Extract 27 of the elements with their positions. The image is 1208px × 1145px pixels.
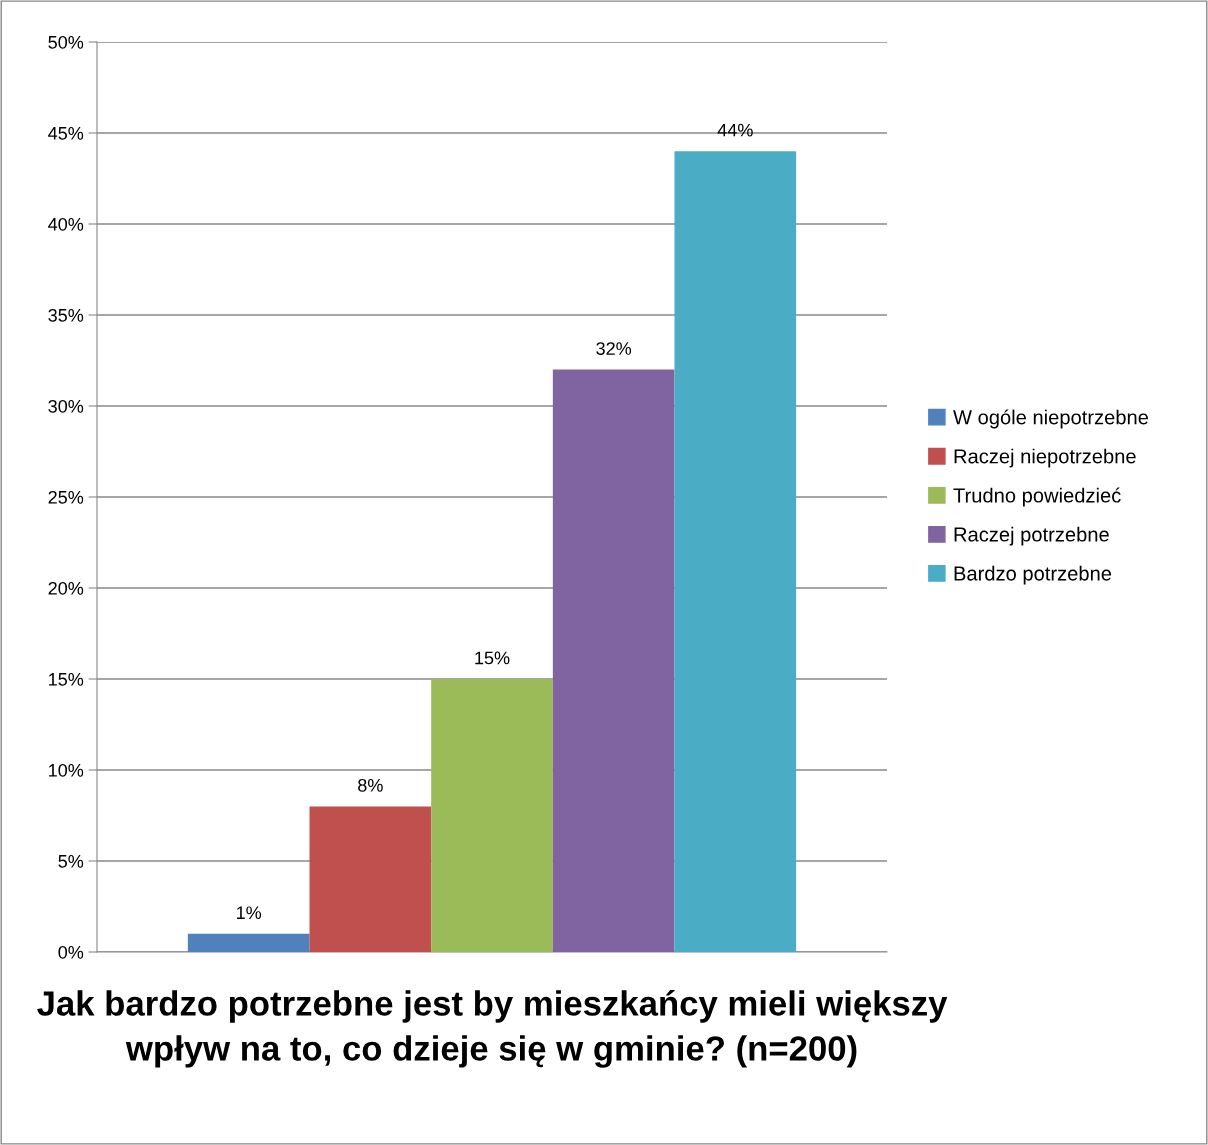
y-tick-label: 50% [48,35,84,49]
bar [674,151,797,952]
data-label: 32% [596,342,632,355]
bar [309,806,432,952]
y-tick-label: 15% [49,673,84,686]
y-tick-label: 20% [48,581,84,595]
text: Jak bardzo potrzebne jest by mieszkańcy mieli większy wpływ na to, co dzieje się w gminie? (n=200) [37,990,948,1068]
legend-label: Bardzo potrzebne [954,565,1112,585]
data-label: 44% [717,123,753,137]
bar [431,679,553,952]
bar [187,933,310,952]
y-tick-label: 35% [48,308,84,322]
data-label: 1% [237,906,262,920]
legend-label: Trudno powiedzieć [953,487,1121,507]
legend-label: W ogóle niepotrzebne [953,409,1149,429]
legend-label: Raczej niepotrzebne [954,448,1136,468]
bar [552,369,675,952]
data-label: 8% [358,778,383,792]
y-tick-label: 0% [58,945,84,959]
y-tick-label: 25% [48,490,84,504]
y-tick-label: 40% [48,217,84,231]
data-label: 15% [475,651,510,665]
y-tick-label: 45% [48,127,84,140]
legend-label: Raczej potrzebne [954,526,1109,546]
y-tick-label: 5% [58,855,84,868]
y-tick-label: 10% [49,763,84,777]
y-tick-label: 30% [48,399,84,413]
